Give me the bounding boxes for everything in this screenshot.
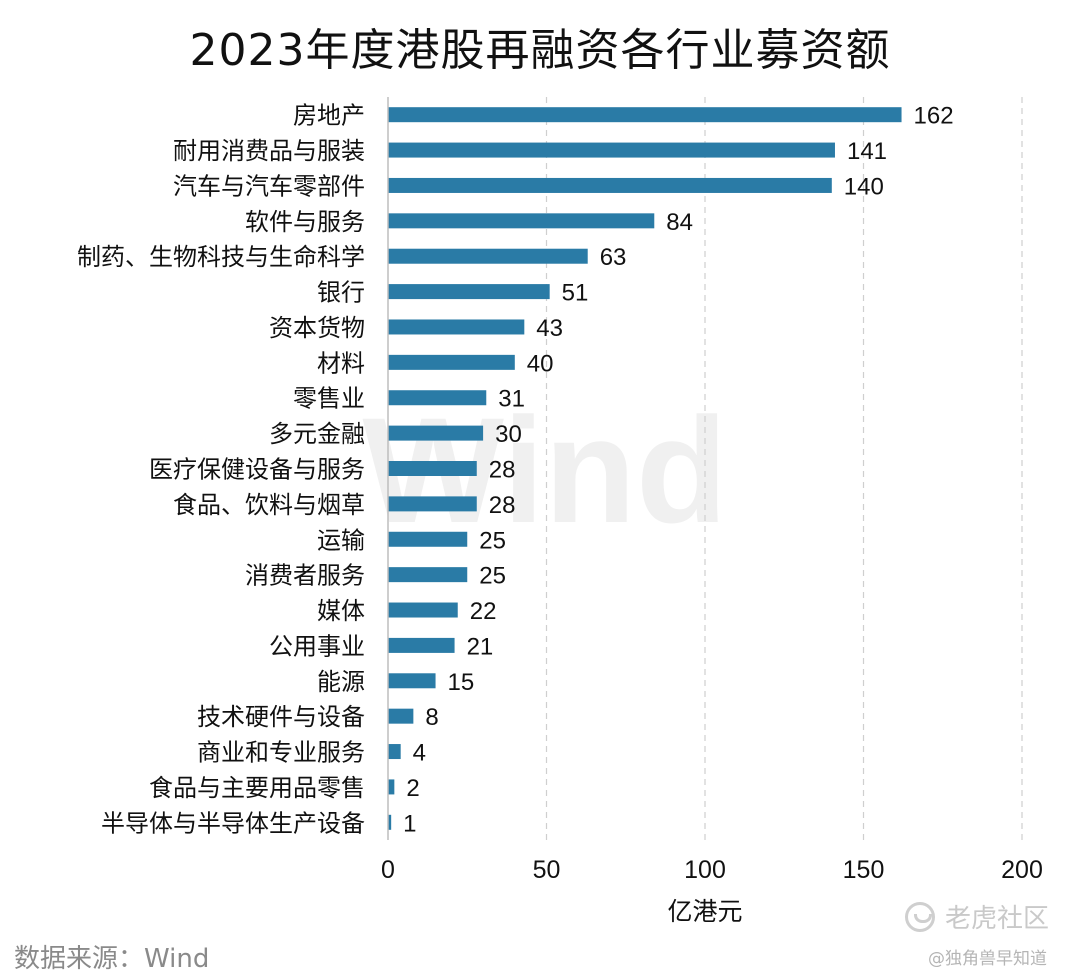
category-label: 软件与服务	[245, 208, 365, 236]
data-label: 1	[403, 810, 416, 837]
data-label: 141	[847, 138, 887, 165]
data-label: 25	[479, 527, 506, 554]
category-label: 耐用消费品与服装	[173, 137, 365, 165]
category-label: 银行	[317, 279, 365, 307]
category-label: 零售业	[293, 385, 365, 413]
watermark-brand-text: 老虎社区	[945, 904, 1050, 934]
x-tick-label: 200	[1001, 856, 1043, 884]
data-label: 22	[470, 598, 497, 625]
data-label: 30	[495, 421, 522, 448]
data-label: 15	[448, 669, 475, 696]
category-label: 商业和专业服务	[197, 739, 365, 767]
bar	[388, 602, 458, 618]
x-tick-label: 50	[533, 856, 561, 884]
category-label: 房地产	[293, 102, 365, 130]
x-tick-label: 100	[684, 856, 726, 884]
bar	[388, 744, 401, 760]
category-label: 食品、饮料与烟草	[173, 491, 365, 519]
data-label: 2	[406, 775, 419, 802]
bar	[388, 779, 395, 795]
bar	[388, 814, 392, 830]
category-label: 资本货物	[269, 314, 365, 342]
bar	[388, 142, 835, 158]
category-label: 制药、生物科技与生命科学	[77, 243, 365, 271]
source-note: 数据来源：Wind	[14, 944, 210, 974]
category-label: 媒体	[317, 597, 365, 625]
bar	[388, 248, 588, 264]
data-label: 84	[666, 209, 693, 236]
category-label: 汽车与汽车零部件	[173, 172, 365, 200]
bar	[388, 354, 515, 370]
data-label: 31	[498, 386, 525, 413]
category-label: 材料	[317, 349, 365, 377]
category-label: 公用事业	[269, 632, 365, 660]
bar	[388, 637, 455, 653]
chart-title: 2023年度港股再融资各行业募资额	[189, 25, 891, 76]
category-label: 消费者服务	[245, 562, 365, 590]
data-label: 63	[600, 244, 627, 271]
bar	[388, 213, 655, 229]
watermark-handle: @独角兽早知道	[928, 949, 1047, 969]
data-label: 51	[562, 280, 589, 307]
data-label: 21	[467, 633, 494, 660]
data-label: 40	[527, 350, 554, 377]
bar	[388, 284, 550, 300]
bar	[388, 425, 484, 441]
bar	[388, 673, 436, 689]
data-label: 140	[844, 173, 884, 200]
bar	[388, 177, 832, 193]
category-label: 运输	[317, 526, 365, 554]
x-tick-label: 0	[381, 856, 395, 884]
bar	[388, 319, 525, 335]
bar	[388, 531, 468, 547]
category-label: 食品与主要用品零售	[149, 774, 365, 802]
category-label: 医疗保健设备与服务	[149, 456, 365, 484]
data-label: 8	[425, 704, 438, 731]
category-label: 能源	[317, 668, 365, 696]
bar	[388, 496, 477, 512]
tiger-logo-icon	[905, 901, 935, 932]
bar	[388, 567, 468, 583]
category-label: 多元金融	[269, 420, 365, 448]
x-tick-label: 150	[843, 856, 885, 884]
bar	[388, 107, 902, 123]
bar	[388, 461, 477, 476]
data-label: 25	[479, 563, 506, 590]
x-axis-label: 亿港元	[667, 897, 742, 926]
data-label: 162	[914, 103, 954, 130]
data-label: 28	[489, 492, 516, 519]
bar	[388, 708, 414, 724]
data-label: 4	[413, 740, 426, 767]
data-label: 28	[489, 457, 516, 484]
bar	[388, 390, 487, 406]
data-label: 43	[536, 315, 563, 342]
category-label: 半导体与半导体生产设备	[101, 809, 365, 837]
category-label: 技术硬件与设备	[197, 703, 365, 731]
watermark-brand: 老虎社区	[905, 898, 1049, 935]
